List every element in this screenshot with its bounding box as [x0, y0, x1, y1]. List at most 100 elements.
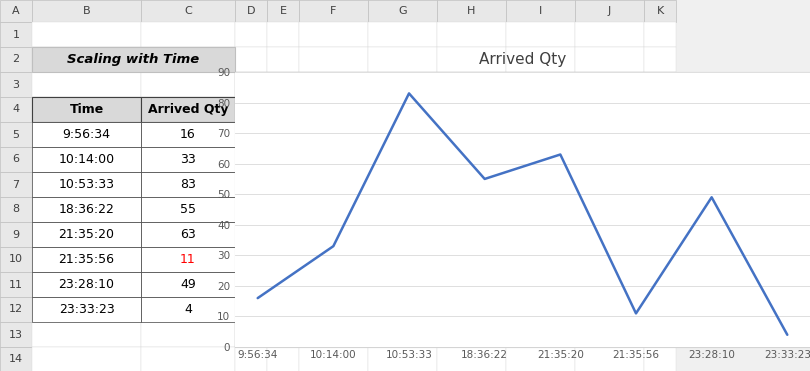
Text: 5: 5	[12, 129, 19, 139]
Bar	[299, 222, 368, 247]
Bar	[267, 122, 299, 147]
Bar	[299, 22, 368, 47]
Text: 9: 9	[12, 230, 19, 240]
Bar	[506, 322, 575, 347]
Bar	[299, 247, 368, 272]
Bar	[575, 297, 644, 322]
Bar	[368, 122, 437, 147]
Bar	[437, 272, 506, 297]
Bar	[575, 172, 644, 197]
Bar	[437, 297, 506, 322]
Bar	[644, 322, 676, 347]
Bar	[299, 347, 368, 371]
Bar	[141, 222, 235, 247]
Text: 63: 63	[180, 228, 196, 241]
Bar	[506, 247, 575, 272]
Bar	[506, 147, 575, 172]
Bar	[0, 172, 32, 197]
Text: C: C	[184, 6, 192, 16]
Bar	[0, 322, 32, 347]
Bar	[141, 272, 235, 297]
Text: 1: 1	[12, 30, 19, 39]
Bar	[437, 222, 506, 247]
Bar	[32, 322, 141, 347]
Bar	[267, 47, 299, 72]
Bar	[267, 147, 299, 172]
Text: H: H	[467, 6, 475, 16]
Bar	[235, 72, 810, 347]
Bar	[0, 347, 32, 371]
Bar	[437, 22, 506, 47]
Text: 10:14:00: 10:14:00	[58, 153, 114, 166]
Bar	[141, 297, 235, 322]
Bar	[299, 172, 368, 197]
Bar	[575, 22, 644, 47]
Bar	[141, 47, 235, 72]
Bar	[299, 197, 368, 222]
Bar	[32, 172, 141, 197]
Bar	[235, 222, 267, 247]
Bar	[644, 272, 676, 297]
Bar	[575, 47, 644, 72]
Text: 11: 11	[9, 279, 23, 289]
Text: G: G	[399, 6, 407, 16]
Bar	[32, 297, 141, 322]
Bar	[644, 22, 676, 47]
Text: 13: 13	[9, 329, 23, 339]
Bar	[32, 122, 141, 147]
Text: E: E	[279, 6, 287, 16]
Text: 2: 2	[12, 55, 19, 65]
Bar	[506, 347, 575, 371]
Bar	[141, 347, 235, 371]
Bar	[299, 47, 368, 72]
Bar	[644, 247, 676, 272]
Text: J: J	[608, 6, 611, 16]
Text: exceldemy: exceldemy	[255, 321, 316, 331]
Bar	[235, 272, 267, 297]
Bar	[506, 22, 575, 47]
Text: I: I	[539, 6, 542, 16]
Text: Arrived Qty: Arrived Qty	[147, 103, 228, 116]
Bar	[0, 22, 32, 47]
Bar	[368, 147, 437, 172]
Text: 14: 14	[9, 355, 23, 364]
Bar	[32, 222, 141, 247]
Bar	[644, 222, 676, 247]
Bar	[299, 322, 368, 347]
Bar	[368, 97, 437, 122]
Bar	[32, 247, 141, 272]
Bar	[32, 297, 141, 322]
Bar	[235, 247, 267, 272]
Bar	[575, 147, 644, 172]
Bar	[0, 72, 32, 97]
Bar	[368, 272, 437, 297]
Text: 18:36:22: 18:36:22	[58, 203, 114, 216]
Bar	[644, 0, 676, 22]
Text: 6: 6	[12, 154, 19, 164]
Bar	[506, 197, 575, 222]
Bar	[437, 247, 506, 272]
Bar	[267, 97, 299, 122]
Bar	[32, 272, 141, 297]
Bar	[141, 172, 235, 197]
Bar	[644, 47, 676, 72]
Bar	[267, 0, 299, 22]
Bar	[141, 247, 235, 272]
Bar	[437, 0, 506, 22]
Bar	[437, 347, 506, 371]
Text: 83: 83	[180, 178, 196, 191]
Bar	[32, 47, 141, 72]
Bar	[506, 72, 575, 97]
Bar	[368, 322, 437, 347]
Bar	[506, 222, 575, 247]
Text: 7: 7	[12, 180, 19, 190]
Bar	[368, 197, 437, 222]
Text: 10:53:33: 10:53:33	[58, 178, 114, 191]
Title: Arrived Qty: Arrived Qty	[479, 52, 566, 67]
Bar	[267, 247, 299, 272]
Text: Scaling with Time: Scaling with Time	[67, 53, 199, 66]
Text: D: D	[247, 6, 255, 16]
Bar	[141, 322, 235, 347]
Bar	[575, 72, 644, 97]
Text: A: A	[12, 6, 19, 16]
